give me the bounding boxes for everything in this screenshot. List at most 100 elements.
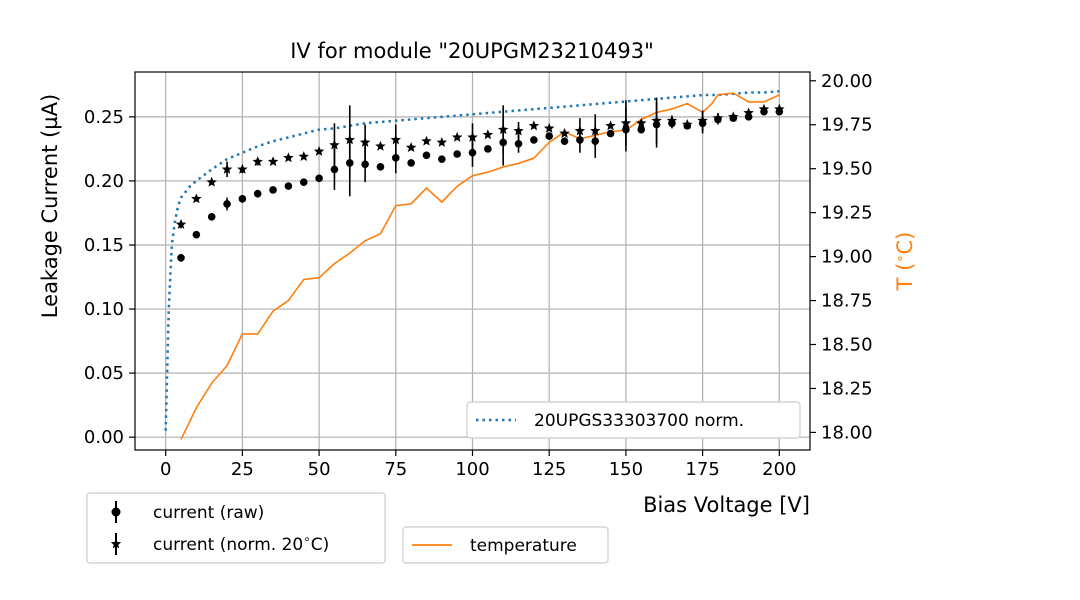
raw-point [560, 137, 569, 145]
raw-point [284, 182, 293, 190]
norm-point [237, 163, 248, 174]
norm-point [390, 134, 402, 145]
norm-point [329, 139, 340, 150]
chart-title: IV for module "20UPGM23210493" [290, 39, 654, 63]
raw-point [407, 159, 415, 167]
x-tick-label: 0 [160, 459, 171, 480]
raw-point [606, 129, 615, 138]
legend-currents: current (raw) current (norm. 20∘C) [86, 492, 386, 564]
temperature-series-line [180, 92, 780, 440]
raw-point [361, 160, 369, 169]
norm-point [267, 156, 279, 167]
norm-point [252, 156, 263, 167]
legend-norm-marker [110, 538, 122, 549]
y-tick-label: 0.25 [84, 107, 124, 128]
legend-raw-label: current (raw) [153, 503, 264, 523]
raw-point [422, 151, 431, 160]
y2-tick-label: 18.25 [821, 378, 873, 399]
norm-point [682, 119, 693, 129]
norm-point [436, 136, 448, 147]
raw-point [330, 165, 339, 174]
legend-currents-box [86, 492, 386, 564]
reference-series-line [164, 89, 780, 431]
y2-tick-label: 18.00 [821, 422, 873, 443]
raw-point [453, 150, 461, 158]
norm-point [774, 103, 785, 114]
raw-point [238, 195, 247, 203]
legend-raw-marker [111, 507, 121, 517]
raw-point [315, 174, 323, 183]
legend-temperature-box [402, 526, 609, 564]
norm-point [359, 136, 371, 147]
norm-point [636, 117, 647, 128]
legend-temperature-label: temperature [470, 536, 577, 556]
y-tick-label: 0.00 [84, 427, 124, 448]
raw-point [637, 125, 646, 134]
norm-point [298, 151, 309, 162]
raw-point [192, 230, 201, 239]
raw-point [438, 155, 446, 163]
y2-tick-label: 19.75 [821, 115, 873, 136]
norm-point [497, 124, 509, 135]
norm-point [697, 115, 708, 126]
raw-point [468, 148, 477, 157]
legend-norm-label: current (norm. 20∘C) [153, 532, 329, 555]
legend-reference: 20UPGS33303700 norm. [466, 401, 801, 439]
norm-point [175, 218, 187, 229]
norm-point [191, 193, 202, 204]
y2-tick-label: 20.00 [821, 71, 873, 92]
y2-tick-label: 19.50 [821, 159, 873, 180]
raw-point [391, 154, 400, 162]
norm-point [221, 163, 233, 174]
norm-point [206, 176, 217, 187]
raw-point [223, 200, 231, 208]
y-ticks: 0.00 0.05 0.10 0.15 0.20 0.25 [84, 107, 135, 448]
raw-point [484, 145, 492, 153]
legend-reference-box [466, 401, 801, 439]
norm-point [421, 135, 432, 146]
norm-point [467, 131, 478, 142]
norm-point [620, 117, 632, 128]
x-tick-label: 200 [762, 459, 796, 480]
y2-tick-label: 19.25 [821, 203, 873, 224]
x-tick-label: 25 [231, 459, 254, 480]
norm-point [283, 152, 294, 163]
x-ticks: 0 25 50 75 100 125 150 175 200 [160, 450, 796, 480]
raw-point [514, 139, 523, 148]
norm-point [574, 125, 586, 136]
y2-tick-label: 18.50 [821, 335, 873, 356]
norm-point [651, 115, 662, 126]
x-tick-label: 125 [532, 459, 566, 480]
y-tick-label: 0.05 [84, 363, 124, 384]
norm-point [590, 125, 601, 136]
legend-temperature: temperature [402, 526, 609, 564]
y-tick-label: 0.15 [84, 235, 124, 256]
norm-point [344, 134, 355, 145]
x-tick-label: 75 [384, 459, 407, 480]
legend-reference-label: 20UPGS33303700 norm. [534, 411, 744, 431]
raw-point [376, 163, 385, 171]
norm-point [313, 145, 325, 156]
norm-point [605, 120, 616, 131]
norm-point [728, 111, 739, 122]
norm-point [482, 129, 494, 140]
y2-tick-label: 18.75 [821, 291, 873, 312]
norm-point [405, 142, 417, 153]
raw-point [207, 212, 216, 221]
norm-point [513, 125, 524, 136]
norm-point [543, 122, 555, 133]
x-tick-label: 100 [455, 459, 489, 480]
norm-point [375, 140, 386, 151]
y2-tick-label: 19.00 [821, 247, 873, 268]
raw-point [269, 186, 277, 194]
norm-point [758, 103, 770, 114]
raw-point [545, 132, 554, 140]
y-tick-label: 0.20 [84, 171, 124, 192]
norm-point [743, 107, 754, 118]
x-tick-label: 175 [685, 459, 719, 480]
norm-point [666, 115, 678, 126]
x-tick-label: 150 [609, 459, 643, 480]
y2-ticks: 18.00 18.25 18.50 18.75 19.00 19.25 19.50 19.75… [810, 71, 873, 443]
plot-data [164, 89, 785, 440]
